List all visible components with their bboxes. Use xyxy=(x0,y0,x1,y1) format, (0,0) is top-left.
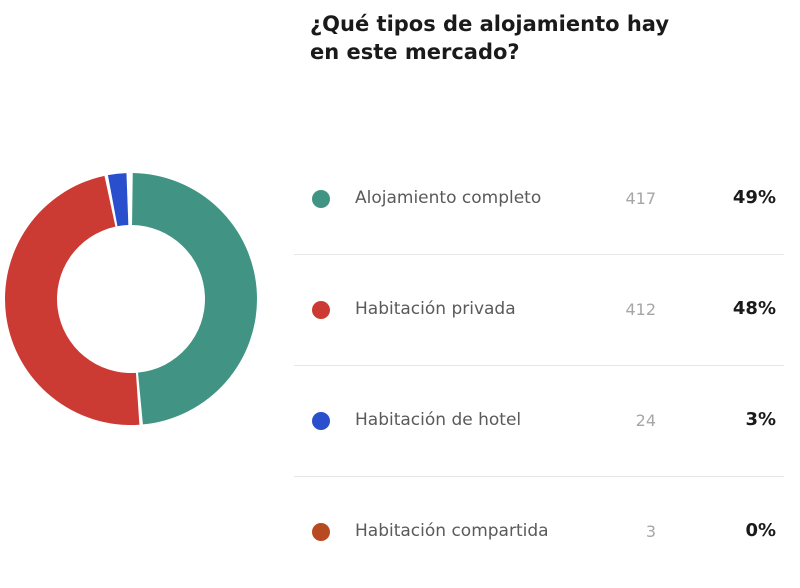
donut-slice-habitación-de-hotel xyxy=(107,173,129,227)
legend-swatch-habitacion-privada xyxy=(312,301,330,319)
legend-percent: 0% xyxy=(745,520,776,541)
legend-percent: 49% xyxy=(732,187,776,208)
legend-row-habitacion-compartida: Habitación compartida 3 0% xyxy=(294,477,784,587)
legend-count: 417 xyxy=(625,189,656,208)
legend-row-habitacion-de-hotel: Habitación de hotel 24 3% xyxy=(294,366,784,477)
legend-swatch-habitacion-compartida xyxy=(312,523,330,541)
legend-percent: 48% xyxy=(732,298,776,319)
legend-swatch-habitacion-de-hotel xyxy=(312,412,330,430)
legend: Alojamiento completo 417 49% Habitación … xyxy=(294,144,784,587)
donut-slice-alojamiento-completo xyxy=(132,173,257,425)
legend-swatch-alojamiento-completo xyxy=(312,190,330,208)
legend-count: 3 xyxy=(645,522,656,541)
legend-row-alojamiento-completo: Alojamiento completo 417 49% xyxy=(294,144,784,255)
legend-count: 24 xyxy=(635,411,656,430)
legend-label: Habitación privada xyxy=(355,299,516,319)
donut-slice-habitación-privada xyxy=(4,175,140,425)
donut-svg xyxy=(4,173,257,425)
legend-percent: 3% xyxy=(745,409,776,430)
donut-chart xyxy=(0,168,262,430)
legend-count: 412 xyxy=(625,300,656,319)
chart-title: ¿Qué tipos de alojamiento hay en este me… xyxy=(310,12,670,64)
legend-label: Habitación de hotel xyxy=(355,410,522,430)
legend-label: Alojamiento completo xyxy=(355,188,542,208)
legend-label: Habitación compartida xyxy=(355,521,549,541)
legend-row-habitacion-privada: Habitación privada 412 48% xyxy=(294,255,784,366)
